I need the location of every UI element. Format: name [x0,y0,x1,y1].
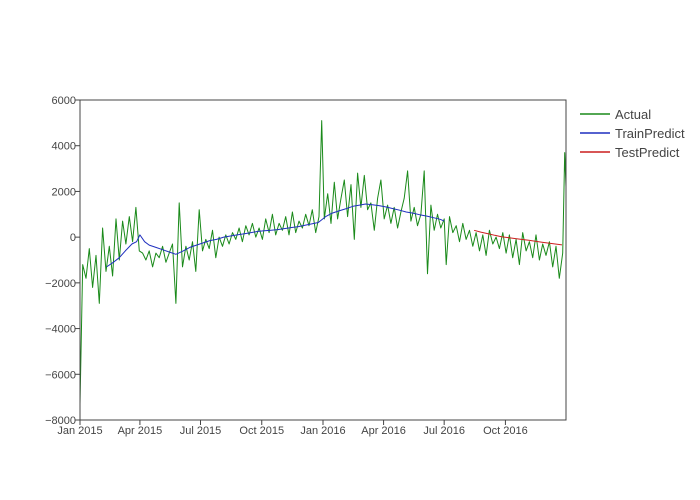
y-tick-label: 0 [70,232,76,244]
plot-area [79,99,567,421]
x-tick-label: Jan 2015 [57,425,102,437]
y-tick-label: 4000 [52,141,76,153]
series-line-trainpredict [106,203,445,268]
y-axis: −8000 −6000 −4000 −2000 0 2000 4000 6000 [45,95,80,427]
x-tick-label: Apr 2016 [361,425,406,437]
series-line-actual [79,120,567,405]
x-tick-label: Jan 2016 [300,425,345,437]
y-tick-label: −8000 [45,415,76,427]
x-tick-label: Jul 2015 [180,425,222,437]
legend-label-testpredict: TestPredict [615,145,680,160]
y-tick-label: −4000 [45,324,76,336]
x-tick-label: Apr 2015 [118,425,163,437]
y-tick-label: 2000 [52,186,76,198]
x-tick-label: Oct 2015 [239,425,284,437]
x-tick-label: Jul 2016 [423,425,465,437]
legend-label-trainpredict: TrainPredict [615,126,685,141]
y-tick-label: 6000 [52,95,76,107]
legend-label-actual: Actual [615,107,651,122]
x-axis: Jan 2015 Apr 2015 Jul 2015 Oct 2015 Jan 2016… [57,420,528,437]
y-tick-label: −2000 [45,278,76,290]
series-line-testpredict [473,229,563,246]
y-tick-label: −6000 [45,369,76,381]
x-tick-label: Oct 2016 [483,425,528,437]
legend: Actual TrainPredict TestPredict [580,107,685,160]
series-layer [79,120,567,405]
